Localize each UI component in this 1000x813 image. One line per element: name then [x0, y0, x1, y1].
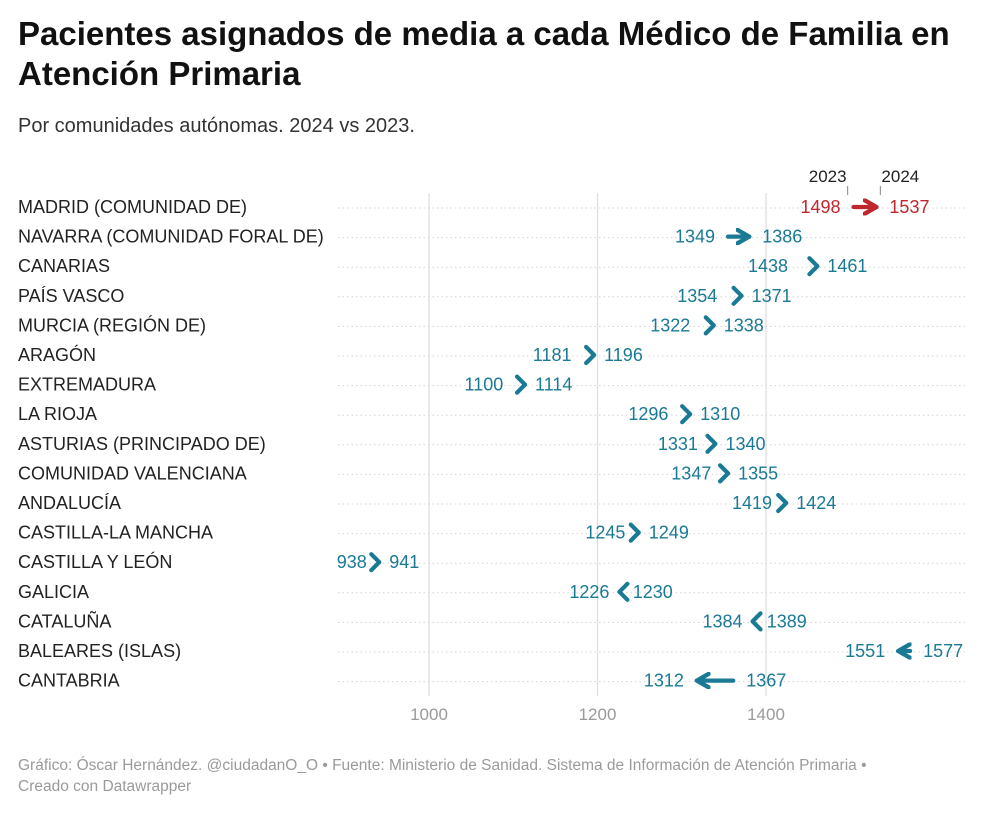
row-label: GALICIA: [18, 582, 89, 602]
change-arrow: [705, 433, 718, 454]
value-2023: 1367: [746, 671, 786, 691]
value-2024: 1461: [827, 256, 867, 276]
change-arrow: [776, 492, 789, 514]
value-2023: 1577: [923, 641, 963, 661]
chart-row: MURCIA (REGIÓN DE) 1322 1338: [18, 314, 966, 336]
value-2024: 941: [389, 552, 419, 572]
change-arrow: [807, 256, 820, 277]
row-label: CASTILLA-LA MANCHA: [18, 523, 213, 543]
row-label: PAÍS VASCO: [18, 286, 124, 306]
change-arrow: [717, 463, 731, 484]
value-2024: 1196: [604, 345, 643, 365]
value-2024: 1312: [644, 671, 684, 691]
value-2024: 1340: [725, 434, 765, 454]
chart-row: CATALUÑA 1384 1389: [18, 610, 966, 632]
chart-row: CANTABRIA 1312 1367: [18, 671, 966, 691]
x-axis-ticks: 1000 1200 1400: [410, 705, 785, 724]
value-2023: 1331: [658, 434, 698, 454]
value-2024: 1249: [649, 523, 689, 543]
row-label: CANARIAS: [18, 256, 110, 276]
footer-line-2: Creado con Datawrapper: [18, 778, 192, 795]
year-legend: 2023 2024: [809, 167, 919, 195]
footer-line-1: Gráfico: Óscar Hernández. @ciudadanO_O •…: [18, 757, 867, 774]
value-2023: 1498: [801, 197, 841, 217]
value-2024: 1424: [796, 493, 836, 513]
chart-title: Pacientes asignados de media a cada Médi…: [18, 15, 950, 92]
change-arrow: [369, 552, 382, 573]
value-2023: 1438: [748, 256, 788, 276]
value-2023: 1354: [677, 286, 717, 306]
chart-row: CASTILLA-LA MANCHA 1245 1249: [18, 522, 966, 543]
value-2024: 1338: [724, 315, 764, 335]
value-2023: 1349: [675, 227, 715, 247]
change-arrow: [584, 344, 597, 366]
chart-row: NAVARRA (COMUNIDAD FORAL DE) 1349 1386: [18, 227, 966, 247]
row-label: EXTREMADURA: [18, 375, 156, 395]
chart-row: ASTURIAS (PRINCIPADO DE) 1331 1340: [18, 433, 966, 454]
chart-rows: MADRID (COMUNIDAD DE) 1498 1537 NAVARRA (CO…: [18, 197, 966, 691]
value-2024: 1386: [762, 227, 802, 247]
value-2023: 938: [337, 552, 367, 572]
row-label: MURCIA (REGIÓN DE): [18, 314, 206, 335]
value-2024: 1551: [845, 641, 885, 661]
row-label: CASTILLA Y LEÓN: [18, 551, 172, 572]
value-2024: 1226: [569, 582, 609, 602]
value-2024: 1310: [700, 404, 740, 424]
value-2023: 1296: [628, 404, 668, 424]
row-label: ANDALUCÍA: [18, 493, 121, 513]
value-2023: 1245: [585, 523, 625, 543]
change-arrow: [514, 374, 528, 395]
chart-subtitle: Por comunidades autónomas. 2024 vs 2023.: [18, 115, 415, 137]
change-arrow: [703, 315, 716, 336]
change-arrow: [628, 522, 641, 543]
value-2023: 1347: [671, 463, 711, 483]
value-2024: 1114: [535, 375, 572, 395]
chart-footer: Gráfico: Óscar Hernández. @ciudadanO_O •…: [18, 755, 983, 797]
row-label: CANTABRIA: [18, 671, 120, 691]
value-2023: 1419: [732, 493, 772, 513]
value-2023: 1230: [633, 582, 673, 602]
row-label: COMUNIDAD VALENCIANA: [18, 463, 247, 483]
row-label: CATALUÑA: [18, 610, 111, 631]
chart-row: PAÍS VASCO 1354 1371: [18, 285, 966, 306]
value-2023: 1322: [650, 315, 690, 335]
legend-2024: 2024: [881, 167, 919, 186]
x-tick-label: 1400: [747, 705, 785, 724]
value-2023: 1389: [767, 611, 807, 631]
value-2024: 1384: [702, 611, 742, 631]
row-label: LA RIOJA: [18, 404, 97, 424]
row-label: NAVARRA (COMUNIDAD FORAL DE): [18, 227, 324, 247]
chart-row: ANDALUCÍA 1419 1424: [18, 492, 966, 514]
chart-row: MADRID (COMUNIDAD DE) 1498 1537: [18, 197, 966, 217]
legend-2023: 2023: [809, 167, 847, 186]
chart-row: ARAGÓN 1181 1196: [18, 344, 966, 366]
value-2024: 1371: [752, 286, 792, 306]
arrow-chart: MADRID (COMUNIDAD DE) 1498 1537 NAVARRA (CO…: [18, 167, 966, 724]
row-label: BALEARES (ISLAS): [18, 641, 181, 661]
change-arrow: [731, 285, 744, 306]
change-arrow: [617, 581, 630, 602]
row-label: ARAGÓN: [18, 344, 96, 365]
x-tick-label: 1200: [579, 705, 617, 724]
chart-row: GALICIA 1226 1230: [18, 581, 966, 602]
row-label: ASTURIAS (PRINCIPADO DE): [18, 434, 266, 454]
value-2024: 1537: [889, 197, 929, 217]
row-label: MADRID (COMUNIDAD DE): [18, 197, 247, 217]
chart-row: CASTILLA Y LEÓN 938 941: [18, 551, 966, 573]
value-2024: 1355: [738, 463, 778, 483]
chart-row: EXTREMADURA 1100 1114: [18, 374, 966, 395]
chart-row: CANARIAS 1438 1461: [18, 256, 966, 277]
value-2023: 1181: [533, 345, 572, 365]
x-tick-label: 1000: [410, 705, 448, 724]
chart-row: COMUNIDAD VALENCIANA 1347 1355: [18, 463, 966, 484]
change-arrow: [750, 611, 763, 632]
change-arrow: [680, 404, 693, 425]
chart-row: LA RIOJA 1296 1310: [18, 404, 966, 425]
chart-row: BALEARES (ISLAS) 1551 1577: [18, 641, 966, 661]
value-2023: 1100: [465, 375, 504, 395]
